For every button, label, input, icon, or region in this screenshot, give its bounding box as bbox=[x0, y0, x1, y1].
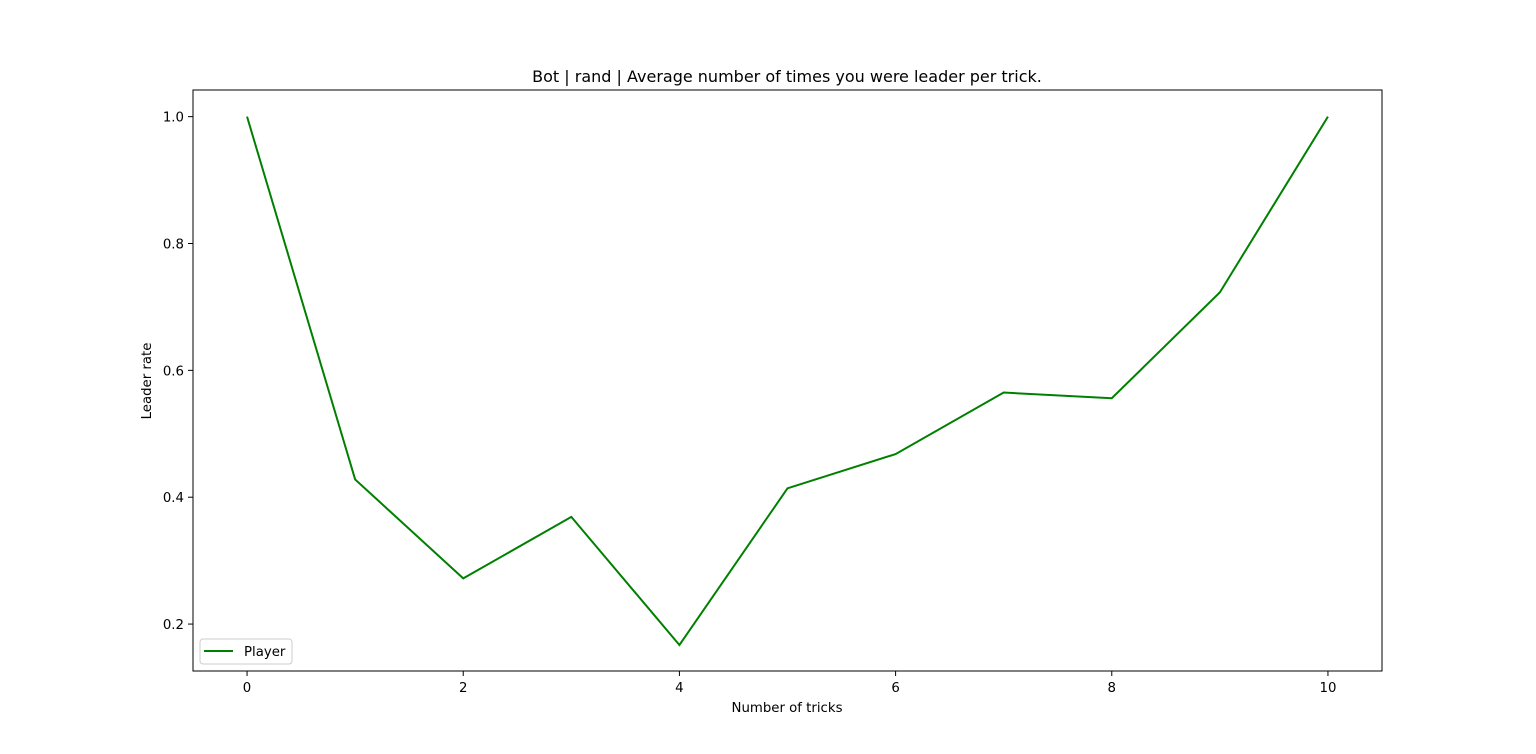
y-tick-label: 0.8 bbox=[163, 237, 184, 252]
x-tick-label: 8 bbox=[1108, 681, 1116, 696]
x-tick-label: 10 bbox=[1319, 681, 1336, 696]
axes-frame bbox=[192, 89, 1383, 672]
x-tick-label: 2 bbox=[459, 681, 467, 696]
y-axis: 0.2 0.4 0.6 0.8 1.0 bbox=[163, 111, 193, 633]
y-tick-label: 0.2 bbox=[163, 618, 184, 633]
x-axis: 0 2 4 6 8 10 bbox=[243, 671, 1336, 696]
legend: Player bbox=[199, 638, 293, 665]
x-tick-label: 6 bbox=[891, 681, 899, 696]
y-tick-label: 0.4 bbox=[163, 491, 184, 506]
series-layer bbox=[246, 116, 1329, 647]
y-tick-label: 0.6 bbox=[163, 364, 184, 379]
y-tick-label: 1.0 bbox=[163, 111, 184, 126]
plot-area bbox=[192, 89, 1383, 672]
legend-label-player: Player bbox=[244, 645, 286, 660]
legend-box bbox=[199, 638, 293, 665]
x-tick-label: 0 bbox=[243, 681, 251, 696]
chart-title: Bot | rand | Average number of times you… bbox=[532, 67, 1042, 86]
y-axis-label: Leader rate bbox=[140, 343, 155, 420]
x-axis-label: Number of tricks bbox=[732, 701, 843, 716]
x-tick-label: 4 bbox=[675, 681, 683, 696]
